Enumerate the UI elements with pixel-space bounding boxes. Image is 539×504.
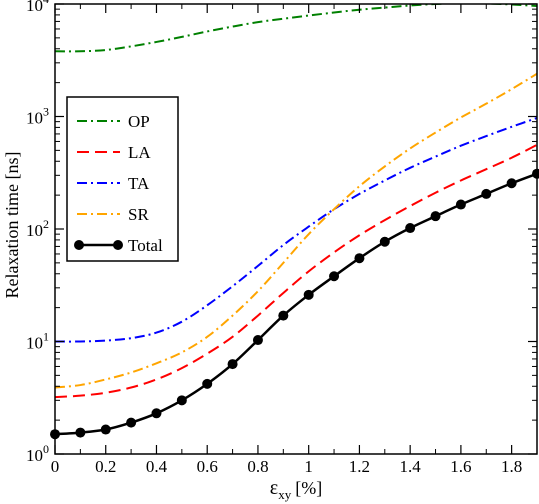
x-tick-label-6: 1.2 bbox=[349, 457, 370, 476]
x-axis-unit: [%] bbox=[295, 478, 322, 498]
data-point-total-16 bbox=[455, 199, 466, 210]
x-tick-label-4: 0.8 bbox=[247, 457, 268, 476]
data-point-total-9 bbox=[278, 310, 289, 321]
plot-marks bbox=[50, 4, 539, 440]
data-point-total-11 bbox=[329, 271, 340, 282]
x-axis-symbol: ε bbox=[270, 477, 278, 499]
y-tick-label-2: 102 bbox=[26, 217, 49, 240]
series-line-op bbox=[55, 4, 537, 53]
data-point-total-15 bbox=[430, 211, 441, 222]
legend-label-ta: TA bbox=[128, 174, 150, 193]
x-tick-label-1: 0.2 bbox=[95, 457, 116, 476]
y-tick-label-1: 101 bbox=[26, 330, 49, 353]
x-axis-label: εxy [%] bbox=[270, 477, 322, 502]
data-point-total-17 bbox=[481, 188, 492, 199]
data-point-total-12 bbox=[354, 253, 365, 264]
data-point-total-3 bbox=[126, 417, 137, 428]
series-line-sr bbox=[55, 72, 537, 389]
x-tick-label-2: 0.4 bbox=[146, 457, 168, 476]
data-point-total-13 bbox=[379, 236, 390, 247]
y-tick-label-0: 100 bbox=[26, 442, 49, 465]
legend: OP LA TA SR Total bbox=[66, 96, 179, 262]
data-point-total-7 bbox=[227, 359, 238, 370]
data-point-total-6 bbox=[202, 378, 213, 389]
y-axis-label: Relaxation time [ns] bbox=[2, 152, 22, 299]
data-point-total-8 bbox=[252, 335, 263, 346]
x-tick-label-0: 0 bbox=[51, 457, 60, 476]
series-line-la bbox=[55, 143, 537, 399]
legend-marker-total-b bbox=[113, 240, 123, 250]
x-tick-label-8: 1.6 bbox=[450, 457, 471, 476]
y-tick-label-3: 103 bbox=[26, 105, 49, 128]
y-tick-label-4: 104 bbox=[26, 0, 49, 15]
x-tick-label-5: 1 bbox=[304, 457, 313, 476]
legend-label-total: Total bbox=[128, 236, 163, 255]
legend-label-sr: SR bbox=[128, 205, 149, 224]
legend-box bbox=[66, 96, 179, 262]
data-point-total-5 bbox=[176, 395, 187, 406]
data-point-total-1 bbox=[75, 427, 86, 438]
data-point-total-10 bbox=[303, 289, 314, 300]
x-tick-label-7: 1.4 bbox=[400, 457, 422, 476]
x-axis-subscript: xy bbox=[278, 487, 292, 502]
legend-marker-total-a bbox=[74, 240, 84, 250]
data-point-total-19 bbox=[532, 168, 539, 179]
data-point-total-2 bbox=[100, 424, 111, 435]
data-point-total-4 bbox=[151, 408, 162, 419]
legend-label-op: OP bbox=[128, 112, 150, 131]
axis-labels: Relaxation time [ns] εxy [%] bbox=[2, 152, 322, 502]
x-tick-label-3: 0.6 bbox=[197, 457, 218, 476]
data-point-total-18 bbox=[506, 178, 517, 189]
data-point-total-14 bbox=[405, 223, 416, 234]
x-tick-label-9: 1.8 bbox=[501, 457, 522, 476]
legend-label-la: LA bbox=[128, 143, 151, 162]
axes: 0 0.2 0.4 0.6 0.8 1 1.2 1.4 1.6 1.8 100 101 102 103 10… bbox=[26, 0, 538, 476]
